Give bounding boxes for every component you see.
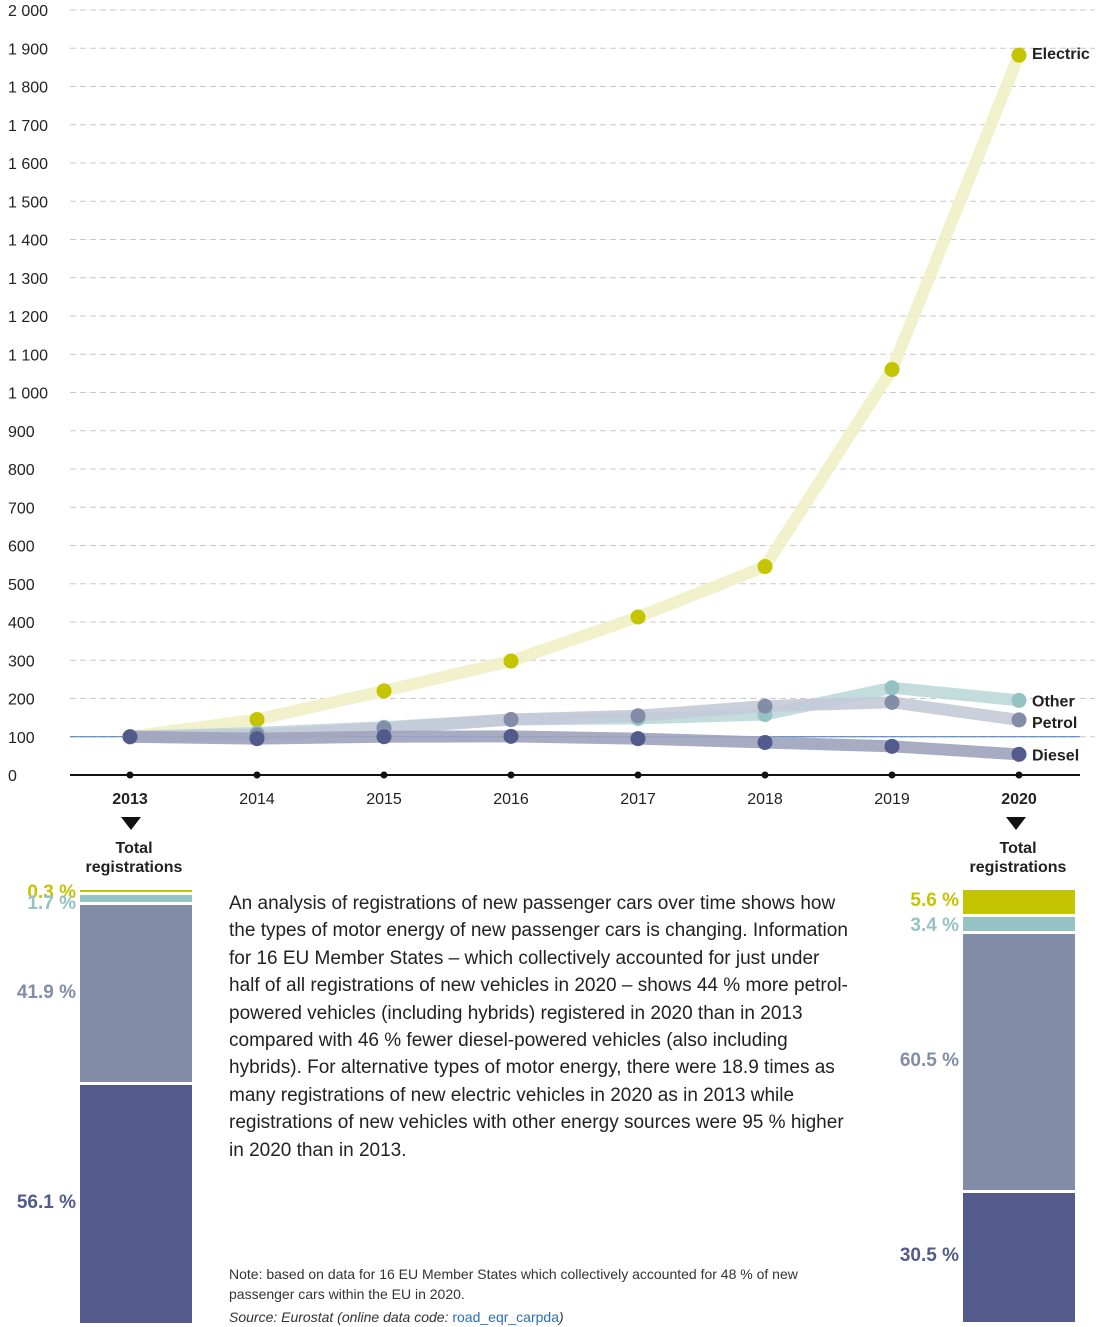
x-tick-label: 2019 xyxy=(874,791,910,808)
y-tick-label: 800 xyxy=(8,462,35,479)
bar-segment-other xyxy=(80,895,192,903)
data-point-other xyxy=(884,680,900,696)
arrow-down-icon-2013 xyxy=(121,817,141,830)
data-point-petrol xyxy=(630,708,646,724)
data-point-electric xyxy=(249,712,265,728)
bar-percent-label-electric: 5.6 % xyxy=(910,889,959,911)
line-chart: 0 100 200 300 400 500 600 700 800 900 1 000 1 100 1 … xyxy=(8,3,1095,808)
y-tick-label: 1 000 xyxy=(8,386,48,403)
data-point-diesel xyxy=(376,729,392,745)
bar-segment-electric xyxy=(80,890,192,892)
bar-segment-diesel xyxy=(80,1085,192,1323)
grid-lines xyxy=(70,9,1095,738)
x-axis-ticks: 2013 2014 2015 2016 2017 2018 2019 2020 xyxy=(112,771,1037,808)
bar-segment-diesel xyxy=(963,1192,1075,1322)
series-line-electric xyxy=(124,49,1025,743)
bar-percent-label-petrol: 60.5 % xyxy=(899,1050,959,1072)
y-tick-label: 600 xyxy=(8,539,35,556)
data-point-diesel xyxy=(630,731,646,747)
bar-percent-label-other: 3.4 % xyxy=(910,914,959,936)
description-text: An analysis of registrations of new pass… xyxy=(229,893,848,1161)
x-tick-mark xyxy=(761,771,769,779)
x-tick-label: 2014 xyxy=(239,791,275,808)
y-tick-label: 1 100 xyxy=(8,347,48,364)
data-point-petrol xyxy=(503,712,519,728)
bar-segment-other xyxy=(963,916,1075,932)
data-point-electric xyxy=(1011,47,1027,63)
bar-segment-electric xyxy=(963,890,1075,914)
source-suffix: ) xyxy=(559,1309,564,1325)
y-tick-label: 1 800 xyxy=(8,80,48,97)
data-point-electric xyxy=(376,683,392,699)
x-tick-label: 2016 xyxy=(493,791,529,808)
series-line-diesel xyxy=(124,730,1025,761)
bar-percent-label-electric: 0.3 % xyxy=(27,882,76,903)
y-tick-label: 500 xyxy=(8,577,35,594)
bar-segment-petrol xyxy=(80,905,192,1083)
x-tick-mark xyxy=(888,771,896,779)
total-registrations-label-2020: Total registrations xyxy=(969,840,1067,876)
source-text: Source: Eurostat (online data code: road… xyxy=(229,1307,849,1327)
x-tick-label: 2015 xyxy=(366,791,402,808)
source-data-code-link[interactable]: road_eqr_carpda xyxy=(452,1309,559,1325)
data-point-diesel xyxy=(122,729,138,745)
series-label-petrol: Petrol xyxy=(1032,715,1077,732)
total-registrations-label-2013: Total registrations xyxy=(85,840,183,876)
series-points xyxy=(122,47,1027,762)
y-tick-label: 1 300 xyxy=(8,271,48,288)
data-point-petrol xyxy=(1011,712,1027,728)
source-prefix: Source: Eurostat (online data code: xyxy=(229,1309,453,1325)
x-tick-mark xyxy=(253,771,261,779)
y-tick-label: 2 000 xyxy=(8,3,48,20)
bar-percent-label-diesel: 56.1 % xyxy=(16,1192,76,1214)
x-tick-mark xyxy=(634,771,642,779)
y-tick-label: 300 xyxy=(8,653,35,670)
data-point-electric xyxy=(630,609,646,625)
data-point-other xyxy=(1011,692,1027,708)
data-point-diesel xyxy=(1011,746,1027,762)
y-tick-label: 1 600 xyxy=(8,156,48,173)
x-tick-mark xyxy=(126,771,134,779)
y-axis-ticks: 0 100 200 300 400 500 600 700 800 900 1 000 1 100 1 … xyxy=(8,3,48,785)
series-label-diesel: Diesel xyxy=(1032,747,1079,764)
data-point-petrol xyxy=(757,698,773,714)
data-point-diesel xyxy=(503,728,519,744)
y-tick-label: 400 xyxy=(8,615,35,632)
data-point-electric xyxy=(503,653,519,669)
y-tick-label: 900 xyxy=(8,424,35,441)
data-point-electric xyxy=(884,362,900,378)
bar-percent-label-diesel: 30.5 % xyxy=(899,1245,959,1267)
y-tick-label: 0 xyxy=(8,768,17,785)
y-tick-label: 1 200 xyxy=(8,309,48,326)
y-tick-label: 100 xyxy=(8,730,35,747)
data-point-electric xyxy=(757,559,773,575)
x-tick-mark xyxy=(1015,771,1023,779)
series-labels: Electric Other Petrol Diesel xyxy=(1032,46,1090,764)
data-point-diesel xyxy=(249,731,265,747)
series-label-other: Other xyxy=(1032,693,1075,710)
y-tick-label: 1 400 xyxy=(8,233,48,250)
x-tick-label: 2013 xyxy=(112,791,148,808)
y-tick-label: 1 500 xyxy=(8,194,48,211)
y-tick-label: 1 700 xyxy=(8,118,48,135)
note-text: Note: based on data for 16 EU Member Sta… xyxy=(229,1266,798,1302)
series-label-electric: Electric xyxy=(1032,46,1090,63)
data-point-diesel xyxy=(757,734,773,750)
arrow-down-icon-2020 xyxy=(1006,817,1026,830)
y-tick-label: 1 900 xyxy=(8,41,48,58)
x-tick-label: 2017 xyxy=(620,791,656,808)
data-point-diesel xyxy=(884,738,900,754)
x-tick-label: 2018 xyxy=(747,791,783,808)
series-lines xyxy=(124,49,1025,761)
bar-percent-label-petrol: 41.9 % xyxy=(16,981,76,1003)
x-tick-mark xyxy=(380,771,388,779)
x-tick-label: 2020 xyxy=(1001,791,1037,808)
bar-segment-petrol xyxy=(963,934,1075,1190)
data-point-petrol xyxy=(884,694,900,710)
bar-percent-label-other: 1.7 % xyxy=(27,893,76,914)
y-tick-label: 700 xyxy=(8,500,35,517)
x-tick-mark xyxy=(507,771,515,779)
y-tick-label: 200 xyxy=(8,692,35,709)
